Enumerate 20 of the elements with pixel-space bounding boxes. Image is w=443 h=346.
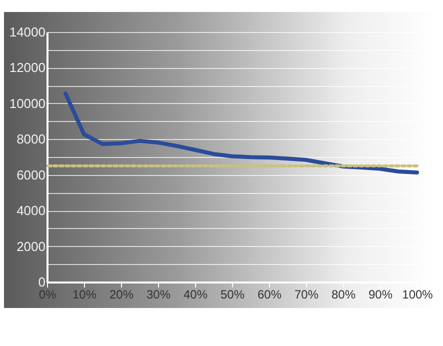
x-tick-label: 20% xyxy=(109,288,134,302)
y-tick-label: 12000 xyxy=(9,60,46,76)
x-tick-label: 90% xyxy=(368,288,393,302)
line-series xyxy=(64,92,419,175)
x-tick-label: 30% xyxy=(146,288,171,302)
x-tick-label: 10% xyxy=(72,288,97,302)
x-tick-label: 60% xyxy=(257,288,282,302)
y-tick-label: 14000 xyxy=(9,24,46,40)
x-tick-label: 40% xyxy=(183,288,208,302)
x-tick-label: 80% xyxy=(331,288,356,302)
x-tick-label: 100% xyxy=(402,288,434,302)
y-tick-label: 6000 xyxy=(16,167,46,182)
x-tick-label: 70% xyxy=(294,288,319,302)
y-tick-label: 4000 xyxy=(16,203,46,218)
y-tick-label: 10000 xyxy=(9,96,46,111)
y-tick-label: 2000 xyxy=(16,238,46,254)
x-tick-label: 50% xyxy=(220,288,245,302)
y-tick-label: 0 xyxy=(38,274,46,290)
x-tick-label: 0% xyxy=(38,288,56,302)
y-tick-label: 8000 xyxy=(16,132,46,147)
